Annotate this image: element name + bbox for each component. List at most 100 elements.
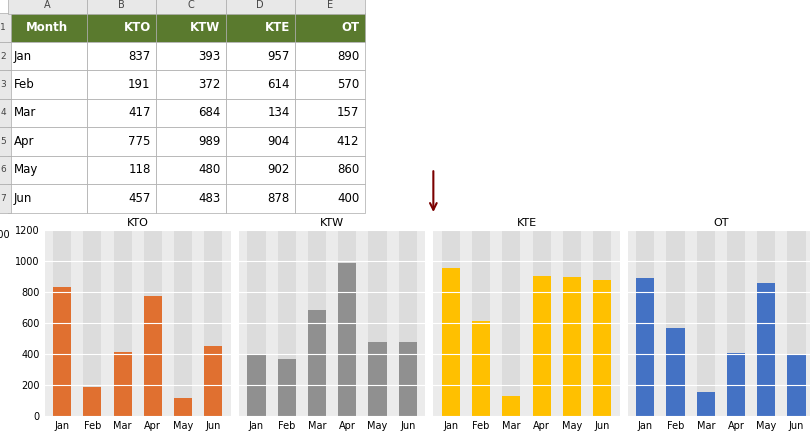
Bar [697, 230, 715, 416]
Text: Apr: Apr [14, 135, 34, 148]
Text: 134: 134 [267, 106, 290, 120]
Bar [636, 279, 654, 416]
Text: 4: 4 [1, 109, 6, 117]
Bar [757, 230, 775, 416]
Bar [532, 230, 551, 416]
FancyBboxPatch shape [156, 184, 225, 213]
FancyBboxPatch shape [295, 0, 364, 14]
FancyBboxPatch shape [8, 155, 87, 184]
FancyBboxPatch shape [8, 70, 87, 99]
Bar [174, 398, 192, 416]
Title: KTO: KTO [126, 218, 149, 228]
FancyBboxPatch shape [87, 13, 156, 42]
Text: 157: 157 [337, 106, 359, 120]
Text: D: D [257, 0, 264, 10]
Bar [472, 230, 490, 416]
Bar [532, 276, 551, 416]
Text: 372: 372 [198, 78, 220, 91]
Title: KTW: KTW [320, 218, 344, 228]
Text: 989: 989 [198, 135, 220, 148]
Text: 400: 400 [337, 192, 359, 205]
Bar [757, 283, 775, 416]
Text: 878: 878 [267, 192, 290, 205]
Text: 480: 480 [198, 163, 220, 176]
Text: Mar: Mar [14, 106, 36, 120]
Bar [502, 396, 521, 416]
Text: B: B [118, 0, 125, 10]
FancyBboxPatch shape [8, 42, 87, 70]
Text: OT: OT [341, 21, 359, 34]
Bar [143, 230, 162, 416]
FancyBboxPatch shape [0, 127, 11, 155]
Bar [697, 392, 715, 416]
Text: 957: 957 [267, 50, 290, 62]
FancyBboxPatch shape [87, 184, 156, 213]
Bar [502, 230, 521, 416]
Text: 890: 890 [337, 50, 359, 62]
FancyBboxPatch shape [87, 0, 156, 14]
Bar [113, 230, 132, 416]
Text: 412: 412 [337, 135, 359, 148]
FancyBboxPatch shape [225, 155, 295, 184]
Bar [338, 263, 356, 416]
Text: 3: 3 [0, 80, 6, 89]
Text: 1200: 1200 [0, 230, 11, 241]
Bar [472, 321, 490, 416]
Bar [727, 230, 745, 416]
Bar [278, 359, 296, 416]
FancyBboxPatch shape [87, 70, 156, 99]
FancyBboxPatch shape [0, 99, 11, 127]
Text: 191: 191 [128, 78, 151, 91]
Text: 7: 7 [0, 194, 6, 203]
Bar [143, 296, 162, 416]
FancyBboxPatch shape [225, 42, 295, 70]
Bar [369, 230, 386, 416]
FancyBboxPatch shape [0, 184, 11, 213]
FancyBboxPatch shape [0, 42, 11, 70]
Text: A: A [44, 0, 50, 10]
Text: 775: 775 [128, 135, 151, 148]
FancyBboxPatch shape [8, 127, 87, 155]
Bar [204, 230, 223, 416]
Bar [667, 328, 684, 416]
Text: C: C [187, 0, 194, 10]
Text: 6: 6 [0, 165, 6, 175]
Text: Month: Month [26, 21, 68, 34]
Text: 457: 457 [128, 192, 151, 205]
FancyBboxPatch shape [8, 184, 87, 213]
Text: 904: 904 [267, 135, 290, 148]
FancyBboxPatch shape [156, 13, 225, 42]
Text: 902: 902 [267, 163, 290, 176]
FancyBboxPatch shape [8, 13, 87, 42]
FancyBboxPatch shape [156, 42, 225, 70]
Bar [83, 230, 101, 416]
FancyBboxPatch shape [156, 70, 225, 99]
FancyBboxPatch shape [225, 13, 295, 42]
Text: 1: 1 [0, 23, 6, 32]
Text: 118: 118 [128, 163, 151, 176]
FancyBboxPatch shape [156, 155, 225, 184]
FancyBboxPatch shape [156, 127, 225, 155]
FancyBboxPatch shape [225, 127, 295, 155]
FancyBboxPatch shape [87, 127, 156, 155]
FancyBboxPatch shape [225, 99, 295, 127]
Bar [204, 346, 223, 416]
Bar [247, 355, 266, 416]
FancyBboxPatch shape [225, 0, 295, 14]
Text: 2: 2 [1, 51, 6, 61]
Bar [563, 276, 581, 416]
Text: Jun: Jun [14, 192, 32, 205]
FancyBboxPatch shape [225, 184, 295, 213]
Bar [247, 230, 266, 416]
FancyBboxPatch shape [295, 127, 364, 155]
Text: May: May [14, 163, 38, 176]
Bar [441, 268, 460, 416]
FancyBboxPatch shape [295, 184, 364, 213]
FancyBboxPatch shape [0, 13, 11, 42]
FancyBboxPatch shape [87, 155, 156, 184]
Bar [113, 352, 132, 416]
Bar [308, 230, 326, 416]
Text: KTO: KTO [123, 21, 151, 34]
FancyBboxPatch shape [156, 0, 225, 14]
Bar [593, 280, 612, 416]
